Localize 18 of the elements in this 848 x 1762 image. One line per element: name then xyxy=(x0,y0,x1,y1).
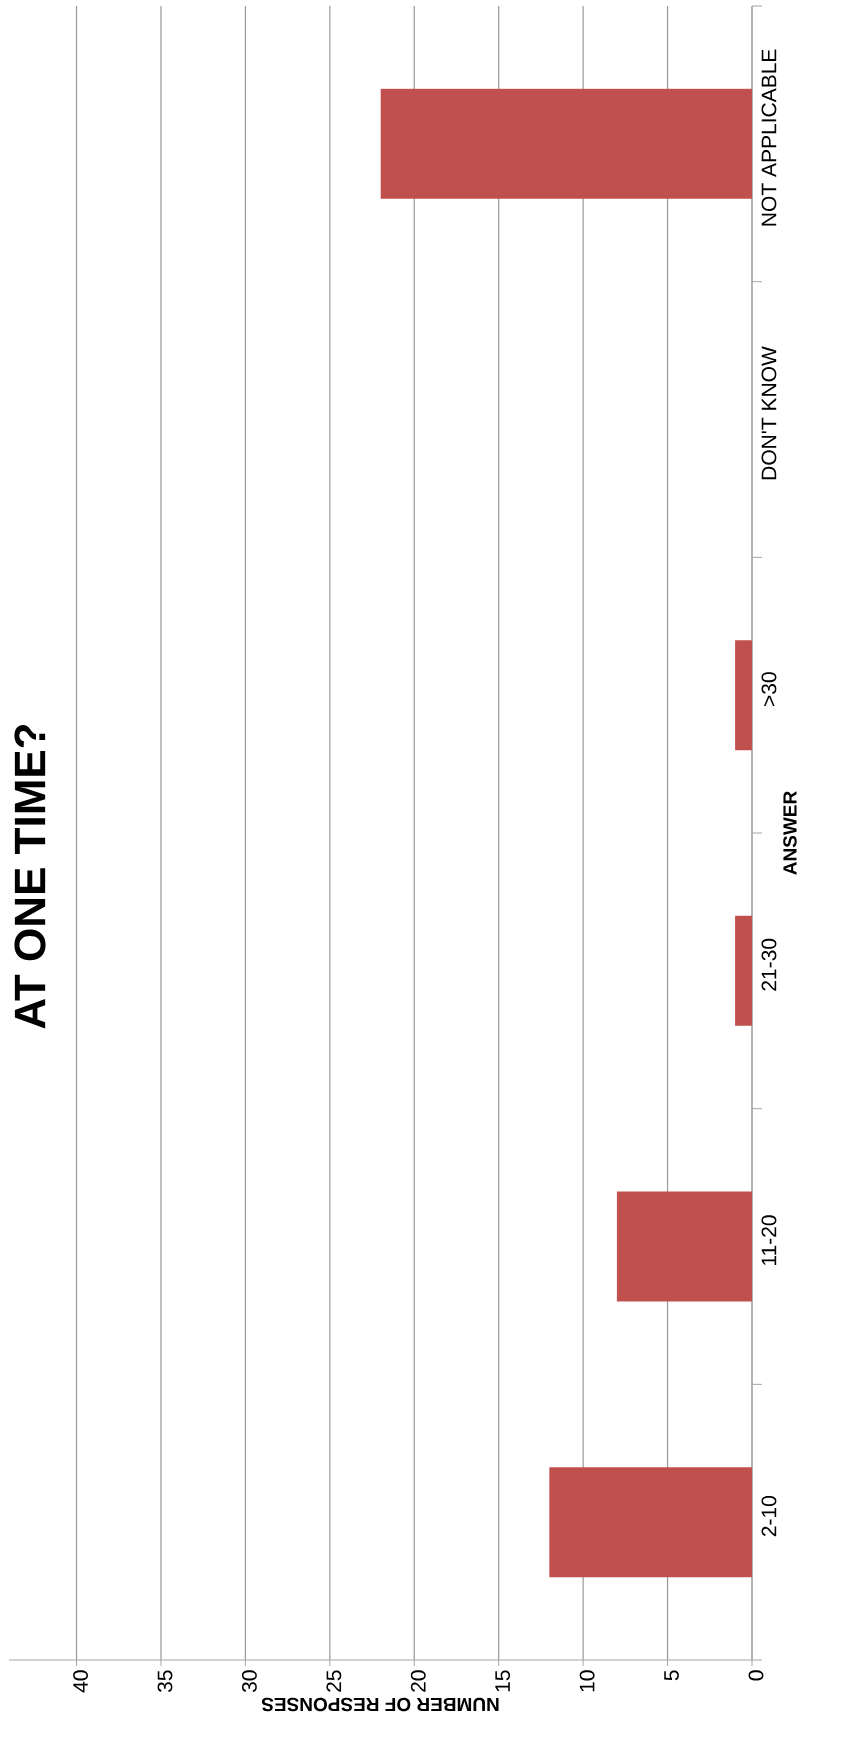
y-tick-label: NOT APPLICABLE xyxy=(761,49,777,226)
x-axis-title: NUMBER OF RESPONSES xyxy=(261,1697,499,1712)
x-tick-label: 25 xyxy=(326,1670,342,1692)
x-tick-label: 40 xyxy=(73,1670,88,1693)
x-tick-label: 30 xyxy=(241,1670,257,1693)
x-tick-label: 0 xyxy=(748,1670,764,1681)
x-tick-label: 10 xyxy=(579,1670,595,1692)
y-tick-label: 11-20 xyxy=(761,1215,777,1265)
y-axis-title: ANSWER xyxy=(783,791,797,875)
x-tick-label: 20 xyxy=(410,1670,426,1692)
y-tick-label: 2-10 xyxy=(761,1496,777,1537)
text: AT ONE TIME? xyxy=(14,724,46,1029)
x-tick-label: 5 xyxy=(664,1670,679,1681)
y-tick-label: >30 xyxy=(761,672,777,706)
x-tick-label: 15 xyxy=(495,1670,511,1692)
y-tick-label: DON'T KNOW xyxy=(761,346,777,480)
y-tick-label: 21-30 xyxy=(761,938,777,991)
x-tick-label: 35 xyxy=(157,1670,173,1693)
